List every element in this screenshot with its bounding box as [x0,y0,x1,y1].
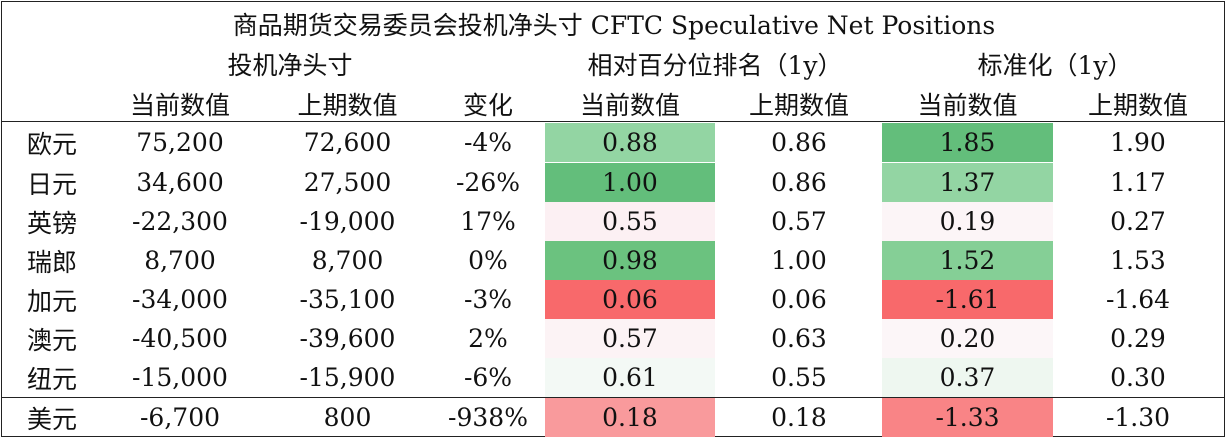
cell: -15,000 [132,363,228,392]
column-header: 变化 [462,91,513,120]
cell: 8,700 [144,246,216,275]
cell: -6% [463,363,513,392]
cell: 1.90 [1110,128,1166,157]
cell: -40,500 [132,324,228,353]
cell: -39,600 [299,324,396,353]
cell: 72,600 [303,128,392,157]
cell: 1.52 [882,241,1053,280]
cell: -1.33 [882,398,1053,437]
row-label: 日元 [26,169,77,199]
total-divider [1,397,1225,398]
cell: -938% [448,403,528,432]
cell: 800 [323,403,372,432]
row-label: 欧元 [26,129,77,159]
row-label: 美元 [26,404,77,434]
cell: 0.61 [545,358,715,397]
cell: 0.63 [771,324,827,353]
cell: 1.17 [1110,168,1166,197]
cell: -15,900 [299,363,396,392]
cell: 0.86 [771,168,827,197]
cell: -19,000 [299,207,396,236]
cell: -4% [463,128,513,157]
cell: 0.86 [771,128,827,157]
cell: 0.88 [545,123,715,162]
column-header: 上期数值 [297,91,398,120]
cell: -1.61 [882,280,1053,319]
row-label: 纽元 [26,364,77,394]
cell: 0% [468,246,508,275]
cell: 1.85 [882,123,1053,162]
cell: 1.53 [1110,246,1166,275]
header-divider [1,121,1225,122]
cell: 0.30 [1110,363,1166,392]
cell: 0.18 [545,398,715,437]
cell: -35,100 [299,285,396,314]
row-label: 加元 [26,286,77,316]
row-label: 瑞郎 [26,247,77,277]
cell: 0.06 [771,285,827,314]
cell: 0.37 [882,358,1053,397]
group-header: 标准化（1y） [977,51,1133,80]
cell: 0.20 [882,319,1053,358]
cell: 0.19 [882,202,1053,241]
cell: -26% [455,168,520,197]
column-header: 上期数值 [748,91,849,120]
cell: 0.18 [771,403,827,432]
cell: 1.00 [771,246,827,275]
column-header: 上期数值 [1087,91,1188,120]
cell: 8,700 [311,246,384,275]
cell: 1.37 [882,163,1053,202]
cell: -3% [463,285,513,314]
cell: 0.29 [1110,324,1166,353]
cell: 0.98 [545,241,715,280]
cell: -1.64 [1105,285,1171,314]
cell: 0.57 [771,207,827,236]
group-header: 相对百分位排名（1y） [587,51,843,80]
cell: 27,500 [303,168,392,197]
cell: -22,300 [132,207,228,236]
cell: 0.55 [545,202,715,241]
cell: -34,000 [132,285,228,314]
cell: 2% [468,324,508,353]
row-label: 英镑 [26,208,77,238]
group-header: 投机净头寸 [227,51,353,80]
cell: 0.27 [1110,207,1166,236]
title: 商品期货交易委员会投机净头寸 CFTC Speculative Net Posi… [232,11,996,40]
cell: 17% [460,207,516,236]
cell: 0.06 [545,280,715,319]
cell: 1.00 [545,163,715,202]
column-header: 当前数值 [129,91,230,120]
column-header: 当前数值 [917,91,1018,120]
cell: -1.30 [1105,403,1171,432]
cell: -6,700 [139,403,221,432]
cell: 34,600 [136,168,224,197]
cell: 75,200 [136,128,224,157]
row-label: 澳元 [26,325,77,355]
cell: 0.57 [545,319,715,358]
cell: 0.55 [771,363,827,392]
column-header: 当前数值 [579,91,680,120]
